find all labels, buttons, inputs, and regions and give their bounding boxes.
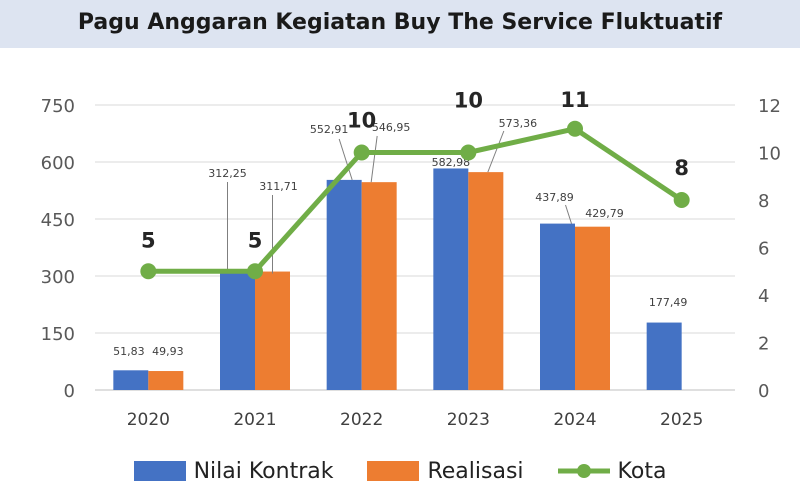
legend-item-realisasi: Realisasi (367, 458, 524, 484)
chart-title: Pagu Anggaran Kegiatan Buy The Service F… (77, 10, 723, 35)
data-label-realisasi: 546,95 (372, 121, 411, 134)
point-kota-2024 (567, 120, 583, 137)
data-label-kota: 8 (674, 156, 689, 180)
point-kota-2020 (140, 263, 157, 280)
point-kota-2022 (353, 144, 370, 161)
legend-swatch-realisasi (367, 461, 420, 481)
bar-realisasi-2020 (148, 371, 184, 390)
bar-realisasi-2023 (468, 172, 504, 390)
y-right-tick-label: 6 (758, 239, 769, 260)
data-label-nilai-kontrak: 312,25 (208, 167, 247, 180)
x-tick-label: 2021 (233, 410, 276, 430)
y-right-tick-label: 8 (758, 191, 769, 212)
data-label-nilai-kontrak: 582,98 (432, 156, 471, 169)
legend-label-kota: Kota (617, 458, 667, 484)
y-left-tick-label: 150 (41, 324, 75, 345)
title-band (0, 0, 800, 48)
bar-nilai-kontrak-2024 (540, 223, 575, 390)
legend-item-kota: Kota (557, 458, 667, 484)
leader-line (338, 138, 353, 181)
legend-label-realisasi: Realisasi (427, 458, 524, 484)
leader-line (487, 130, 505, 173)
data-label-realisasi: 573,36 (499, 117, 538, 130)
bar-realisasi-2022 (361, 182, 397, 390)
point-kota-2023 (460, 144, 477, 161)
y-left-tick-label: 300 (41, 267, 75, 288)
bar-realisasi-2024 (575, 226, 610, 390)
data-label-realisasi: 49,93 (152, 345, 184, 358)
bar-realisasi-2021 (255, 271, 290, 390)
y-left-tick-label: 450 (41, 210, 75, 231)
point-kota-2025 (673, 192, 690, 208)
x-tick-label: 2025 (660, 410, 703, 430)
y-right-tick-label: 4 (758, 286, 769, 307)
y-right-tick-label: 0 (758, 381, 769, 402)
data-label-nilai-kontrak: 51,83 (113, 345, 145, 358)
data-label-nilai-kontrak: 177,49 (649, 296, 688, 309)
leader-line (370, 135, 378, 183)
data-label-kota: 5 (141, 228, 156, 252)
legend-label-nilai-kontrak: Nilai Kontrak (193, 458, 334, 484)
y-right-tick-label: 2 (758, 334, 769, 355)
data-label-realisasi: 311,71 (259, 180, 298, 193)
data-label-kota: 5 (248, 228, 263, 252)
data-label-kota: 10 (454, 89, 483, 113)
leader-line (565, 204, 572, 224)
data-label-kota: 10 (347, 109, 376, 133)
bar-nilai-kontrak-2020 (113, 370, 149, 390)
bar-nilai-kontrak-2025 (646, 322, 682, 390)
legend-swatch-kota (557, 464, 610, 478)
y-left-tick-label: 0 (64, 381, 75, 402)
x-tick-label: 2022 (340, 410, 383, 430)
chart-legend: Nilai Kontrak Realisasi Kota (0, 456, 800, 486)
legend-item-nilai-kontrak: Nilai Kontrak (133, 458, 334, 484)
data-label-nilai-kontrak: 552,91 (310, 123, 349, 136)
x-tick-label: 2020 (127, 410, 170, 430)
bar-nilai-kontrak-2021 (220, 271, 255, 390)
bar-nilai-kontrak-2022 (326, 179, 362, 390)
line-kota (148, 126, 684, 274)
legend-swatch-nilai-kontrak (133, 461, 186, 481)
data-label-kota: 11 (560, 88, 589, 112)
data-label-nilai-kontrak: 437,89 (535, 191, 574, 204)
x-tick-label: 2024 (553, 410, 596, 430)
x-tick-label: 2023 (447, 410, 490, 430)
data-label-realisasi: 429,79 (585, 207, 624, 220)
y-right-tick-label: 12 (758, 96, 781, 117)
chart-plot: 0 150 300 450 600 750 0 2 4 6 8 10 12 2020 2021 2022 202… (41, 88, 781, 430)
y-left-tick-label: 600 (41, 153, 75, 174)
y-right-tick-label: 10 (758, 144, 781, 165)
point-kota-2021 (247, 263, 263, 280)
bar-nilai-kontrak-2023 (433, 168, 469, 390)
y-left-tick-label: 750 (41, 96, 75, 117)
